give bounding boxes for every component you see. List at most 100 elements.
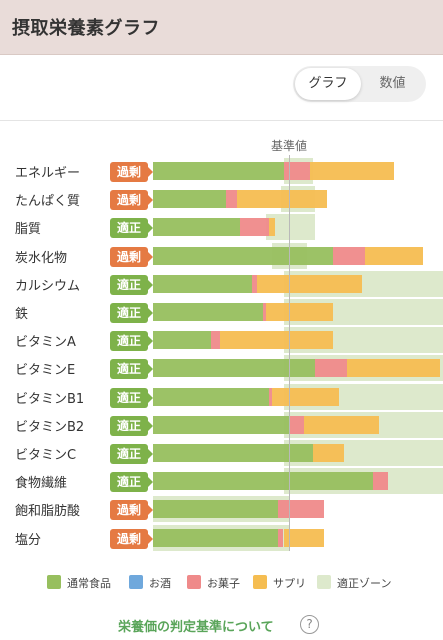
snacks-segment (289, 415, 304, 434)
nutrient-row: 食物繊維 適正 (0, 468, 443, 495)
nutrient-label: ビタミンB2 (15, 419, 85, 435)
nutrient-row: エネルギー 過剰 (0, 158, 443, 184)
nutrient-label: 脂質 (15, 222, 42, 238)
nutrient-label: カルシウム (15, 278, 81, 294)
question-circle-icon[interactable]: ? (300, 615, 319, 634)
nutrient-label: 炭水化物 (15, 250, 68, 266)
nutrient-label: エネルギー (15, 166, 81, 181)
status-badge: 適正 (110, 444, 153, 464)
status-badge: 適正 (110, 415, 153, 436)
legend-swatch-supplement (253, 575, 267, 589)
snacks-segment (240, 218, 269, 237)
nutrient-row: 鉄 適正 (0, 299, 443, 325)
status-badge: 過剰 (110, 246, 153, 267)
legend-swatch-proper-zone (317, 575, 331, 589)
supplement-segment (283, 528, 325, 547)
normal-food-segment (153, 190, 226, 209)
nutrient-bar (153, 440, 443, 466)
nutrient-row: 塩分 過剰 (0, 524, 443, 551)
section-divider (0, 120, 443, 121)
supplement-segment (303, 415, 380, 434)
baseline-line (289, 155, 290, 551)
legend-label: サプリ (273, 577, 306, 590)
nutrient-bar (153, 186, 443, 213)
legend-swatch-alcohol (129, 575, 143, 589)
nutrient-row: ビタミンB1 適正 (0, 383, 443, 410)
status-badge: 過剰 (110, 500, 153, 521)
normal-food-segment (153, 274, 252, 293)
nutrient-bar (153, 496, 443, 523)
normal-food-segment (153, 387, 269, 406)
supplement-segment (237, 190, 327, 209)
snacks-segment (315, 359, 348, 378)
nutrient-label: ビタミンB1 (15, 391, 85, 407)
status-badge: 過剰 (110, 190, 153, 211)
nutrient-row: ビタミンA 適正 (0, 327, 443, 354)
nutrient-row: ビタミンE 適正 (0, 355, 443, 382)
nutrient-bar (153, 355, 443, 382)
legend-label: 適正ゾーン (337, 577, 392, 590)
nutrient-bar (153, 242, 443, 269)
nutrient-bar (153, 524, 443, 551)
nutrient-bar (153, 299, 443, 325)
baseline-label: 基準値 (270, 139, 307, 153)
normal-food-segment (153, 331, 211, 350)
snacks-segment (251, 274, 258, 293)
nutrient-row: カルシウム 適正 (0, 270, 443, 297)
normal-food-segment (153, 472, 374, 491)
view-toggle[interactable]: グラフ 数値 (293, 66, 426, 102)
supplement-segment (312, 444, 345, 462)
snacks-segment (269, 387, 272, 406)
nutrient-label: 鉄 (15, 307, 29, 322)
normal-food-segment (153, 500, 278, 519)
snacks-segment (283, 162, 310, 180)
normal-food-segment (153, 303, 264, 321)
supplement-segment (309, 162, 394, 180)
nutrient-bar (153, 411, 443, 438)
nutrient-bar (153, 468, 443, 495)
app-header: 摂取栄養素グラフ (0, 0, 443, 55)
nutrient-label: 食物繊維 (15, 476, 68, 492)
supplement-segment (364, 246, 423, 265)
snacks-segment (211, 331, 220, 350)
status-badge: 適正 (110, 218, 153, 239)
nutrient-row: ビタミンC 適正 (0, 440, 443, 466)
nutrient-label: たんぱく質 (15, 194, 81, 210)
normal-food-segment (153, 444, 313, 462)
nutrient-row: ビタミンB2 適正 (0, 411, 443, 438)
supplement-segment (347, 359, 441, 378)
nutrient-row: 炭水化物 過剰 (0, 242, 443, 269)
normal-food-segment (153, 162, 284, 180)
status-badge: 過剰 (110, 528, 153, 549)
toggle-values-button[interactable]: 数値 (379, 76, 406, 91)
legend-label: お菓子 (207, 577, 240, 590)
supplement-segment (271, 387, 339, 406)
snacks-segment (277, 528, 284, 547)
status-badge: 適正 (110, 303, 153, 323)
nutrient-bar (153, 270, 443, 297)
normal-food-segment (153, 359, 316, 378)
supplement-segment (269, 218, 275, 237)
legend-label: 通常食品 (67, 577, 111, 590)
nutrient-label: ビタミンC (15, 448, 77, 463)
page-title: 摂取栄養素グラフ (12, 18, 160, 39)
nutrient-label: 塩分 (15, 532, 42, 548)
nutrient-label: ビタミンA (15, 335, 76, 351)
supplement-segment (257, 274, 362, 293)
snacks-segment (263, 303, 267, 321)
status-badge: 適正 (110, 331, 153, 352)
nutrient-bar (153, 327, 443, 354)
nutrient-row: 脂質 適正 (0, 214, 443, 241)
status-badge: 過剰 (110, 162, 153, 182)
status-badge: 適正 (110, 387, 153, 408)
status-badge: 適正 (110, 274, 153, 295)
status-badge: 適正 (110, 359, 153, 380)
normal-food-segment (153, 528, 278, 547)
criteria-help-link[interactable]: 栄養価の判定基準について (118, 620, 274, 635)
snacks-segment (277, 500, 325, 519)
snacks-segment (373, 472, 388, 491)
nutrient-label: 飽和脂肪酸 (15, 504, 81, 520)
normal-food-segment (153, 415, 290, 434)
toggle-graph-button[interactable]: グラフ (295, 68, 361, 100)
nutrient-bar (153, 158, 443, 184)
